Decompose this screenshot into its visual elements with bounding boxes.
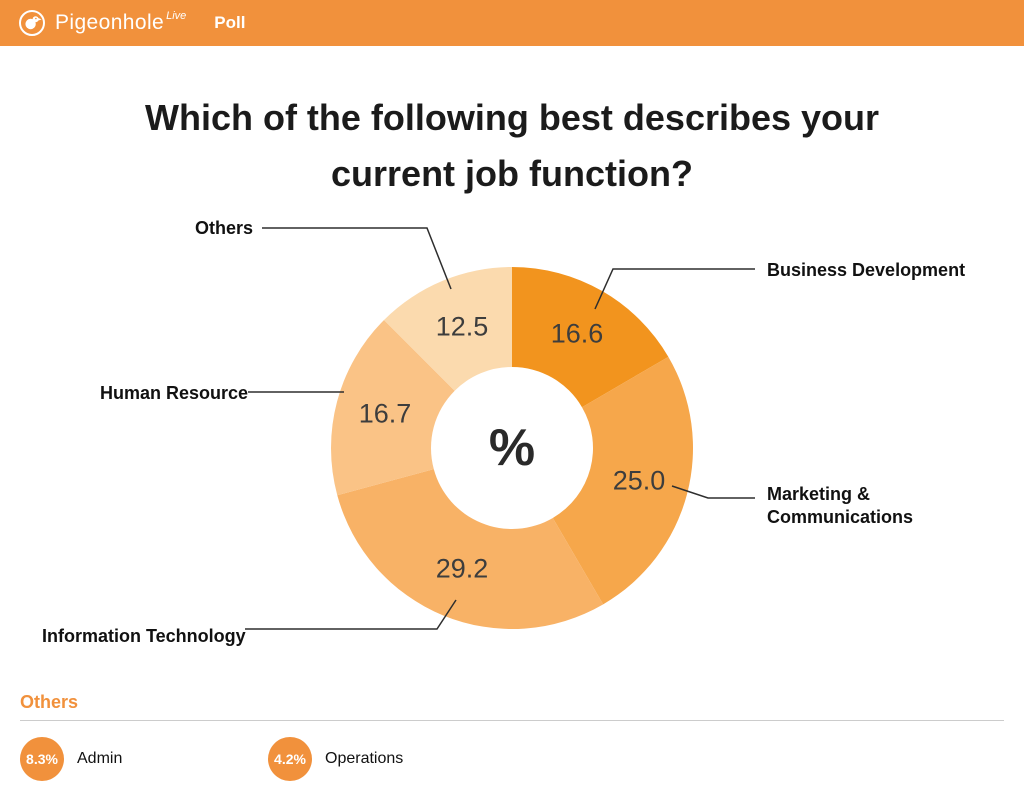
poll-question-line1: Which of the following best describes yo… bbox=[144, 97, 880, 138]
others-section: Others 8.3% Admin 4.2% Operations bbox=[0, 692, 1024, 783]
others-item-admin: 8.3% Admin bbox=[20, 736, 123, 781]
others-badge-admin: 8.3% bbox=[20, 736, 64, 781]
poll-question: Which of the following best describes yo… bbox=[0, 90, 1024, 202]
callout-line-others bbox=[262, 226, 452, 289]
app-header: Pigeonhole Live Poll bbox=[0, 0, 1024, 46]
donut-slices bbox=[331, 266, 694, 629]
donut-slice-2 bbox=[337, 468, 604, 629]
donut-chart: % Others Business Development Marketing … bbox=[0, 208, 1024, 688]
callout-line-business-development bbox=[594, 267, 755, 309]
slice-value-label: 25.0 bbox=[612, 465, 666, 496]
brand-name: Pigeonhole bbox=[55, 11, 165, 34]
pigeonhole-logo-icon bbox=[18, 9, 46, 37]
callout-label-information-technology: Information Technology bbox=[42, 625, 246, 646]
donut-center-label: % bbox=[488, 418, 536, 477]
callout-label-others: Others bbox=[195, 217, 254, 238]
callout-label-marketing-communications: Marketing & Communications bbox=[767, 483, 914, 527]
slice-value-label: 12.5 bbox=[435, 311, 489, 342]
donut-slice-3 bbox=[331, 319, 455, 495]
donut-slice-0 bbox=[512, 266, 669, 407]
others-item-operations: 4.2% Operations bbox=[268, 736, 404, 781]
callout-label-business-development: Business Development bbox=[767, 259, 966, 280]
others-label-operations: Operations bbox=[325, 749, 404, 767]
slice-value-label: 16.6 bbox=[550, 318, 604, 349]
others-items: 8.3% Admin 4.2% Operations bbox=[0, 736, 1024, 783]
others-badge-operations: 4.2% bbox=[268, 736, 312, 781]
brand-live-superscript: Live bbox=[166, 10, 187, 22]
callout-line-information-technology bbox=[245, 599, 457, 630]
others-heading: Others bbox=[20, 691, 79, 712]
poll-question-line2: current job function? bbox=[331, 152, 693, 194]
donut-slice-4 bbox=[384, 266, 512, 391]
callout-lines bbox=[245, 226, 755, 630]
callout-label-human-resource: Human Resource bbox=[100, 382, 249, 403]
callout-line-marketing-communications bbox=[671, 484, 755, 499]
donut-svg bbox=[245, 226, 755, 630]
slice-value-label: 29.2 bbox=[435, 553, 489, 584]
others-divider bbox=[20, 719, 1004, 721]
others-label-admin: Admin bbox=[77, 749, 123, 767]
section-label-poll: Poll bbox=[214, 13, 246, 32]
slice-value-label: 16.7 bbox=[358, 398, 412, 429]
donut-slice-1 bbox=[552, 356, 694, 604]
